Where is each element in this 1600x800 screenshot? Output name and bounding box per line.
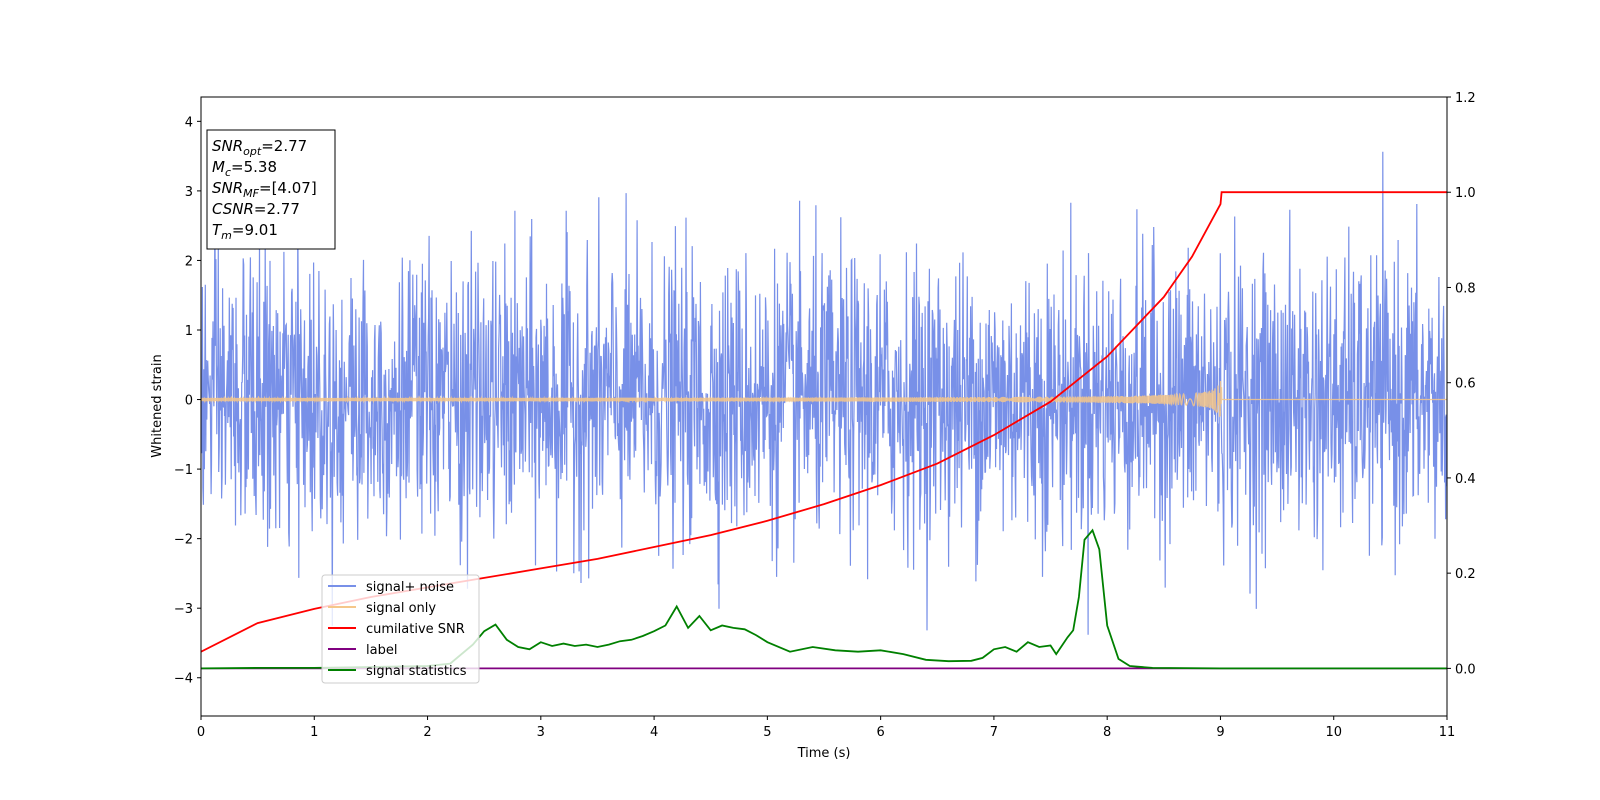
x-tick-label: 1 — [310, 725, 318, 740]
x-tick-label: 4 — [650, 725, 658, 740]
series-signal-statistics — [201, 528, 1447, 670]
info-subscript: c — [225, 166, 231, 179]
info-symbol: SNR — [212, 137, 243, 155]
x-tick-label: 10 — [1325, 725, 1342, 740]
info-value: =[4.07] — [259, 179, 317, 197]
info-subscript: m — [221, 229, 232, 242]
y2-tick-label: 1.2 — [1455, 91, 1476, 106]
legend-label: signal only — [366, 601, 436, 616]
x-tick-label: 11 — [1439, 725, 1456, 740]
info-value: =2.77 — [261, 137, 307, 155]
x-axis-label: Time (s) — [797, 746, 851, 761]
y-tick-label: −3 — [174, 602, 193, 617]
info-box-line: Mc=5.38 — [212, 158, 277, 179]
x-axis: 0 1 2 3 4 5 6 7 8 9 10 11 — [197, 716, 1455, 740]
x-tick-label: 6 — [876, 725, 884, 740]
y2-tick-label: 0.0 — [1455, 662, 1476, 677]
plot-frame — [200, 96, 1448, 717]
y2-tick-label: 0.2 — [1455, 567, 1476, 582]
y-tick-label: 3 — [185, 185, 193, 200]
x-tick-label: 7 — [990, 725, 998, 740]
info-subscript: opt — [243, 145, 262, 158]
info-value: =2.77 — [254, 200, 300, 218]
x-tick-label: 5 — [763, 725, 771, 740]
info-symbol: CSNR — [212, 200, 254, 218]
info-symbol: SNR — [212, 179, 243, 197]
legend-frame — [321, 574, 480, 684]
y-tick-label: −2 — [174, 533, 193, 548]
y-axis-right: 1.2 1.0 0.8 0.6 0.4 0.2 0.0 — [1447, 91, 1476, 677]
info-value: =9.01 — [232, 221, 278, 239]
y2-tick-label: 0.8 — [1455, 281, 1476, 296]
info-box-line: Tm=9.01 — [212, 221, 278, 242]
info-subscript: MF — [243, 187, 259, 200]
legend-label: cumilative SNR — [366, 622, 465, 637]
info-value: =5.38 — [231, 158, 277, 176]
y2-tick-label: 0.4 — [1455, 472, 1476, 487]
noise-line — [201, 151, 1447, 635]
x-tick-label: 9 — [1216, 725, 1224, 740]
series-signal-plus-noise — [201, 151, 1447, 635]
chirp-line — [201, 380, 1447, 418]
x-tick-label: 0 — [197, 725, 205, 740]
y-tick-label: 4 — [185, 115, 193, 130]
x-tick-label: 3 — [537, 725, 545, 740]
y-axis-left: 4 3 2 1 0 −1 −2 −3 −4 — [174, 115, 201, 687]
info-box-line: SNRMF=[4.07] — [212, 179, 317, 200]
x-tick-label: 2 — [423, 725, 431, 740]
info-box-frame — [206, 129, 336, 250]
y-tick-label: 1 — [185, 324, 193, 339]
legend-label: signal statistics — [366, 664, 467, 679]
x-tick-label: 8 — [1103, 725, 1111, 740]
y-axis-label: Whitened strain — [150, 354, 165, 457]
y-tick-label: −4 — [174, 672, 193, 687]
y-tick-label: 2 — [185, 254, 193, 269]
legend-label: signal+ noise — [366, 580, 454, 595]
info-symbol: T — [212, 221, 223, 239]
y-tick-label: −1 — [174, 463, 193, 478]
legend-label: label — [366, 643, 397, 658]
y2-tick-label: 0.6 — [1455, 377, 1476, 392]
y2-tick-label: 1.0 — [1455, 186, 1476, 201]
legend: signal+ noise signal only cumilative SNR la… — [321, 574, 480, 684]
series-signal-only — [201, 380, 1447, 418]
info-symbol: M — [212, 158, 225, 176]
y-tick-label: 0 — [185, 394, 193, 409]
signal-statistics-line — [201, 528, 1447, 670]
info-box-line: SNRopt=2.77 — [212, 137, 307, 158]
info-box: SNRopt=2.77Mc=5.38SNRMF=[4.07]CSNR=2.77T… — [206, 129, 336, 250]
info-box-line: CSNR=2.77 — [212, 200, 300, 218]
